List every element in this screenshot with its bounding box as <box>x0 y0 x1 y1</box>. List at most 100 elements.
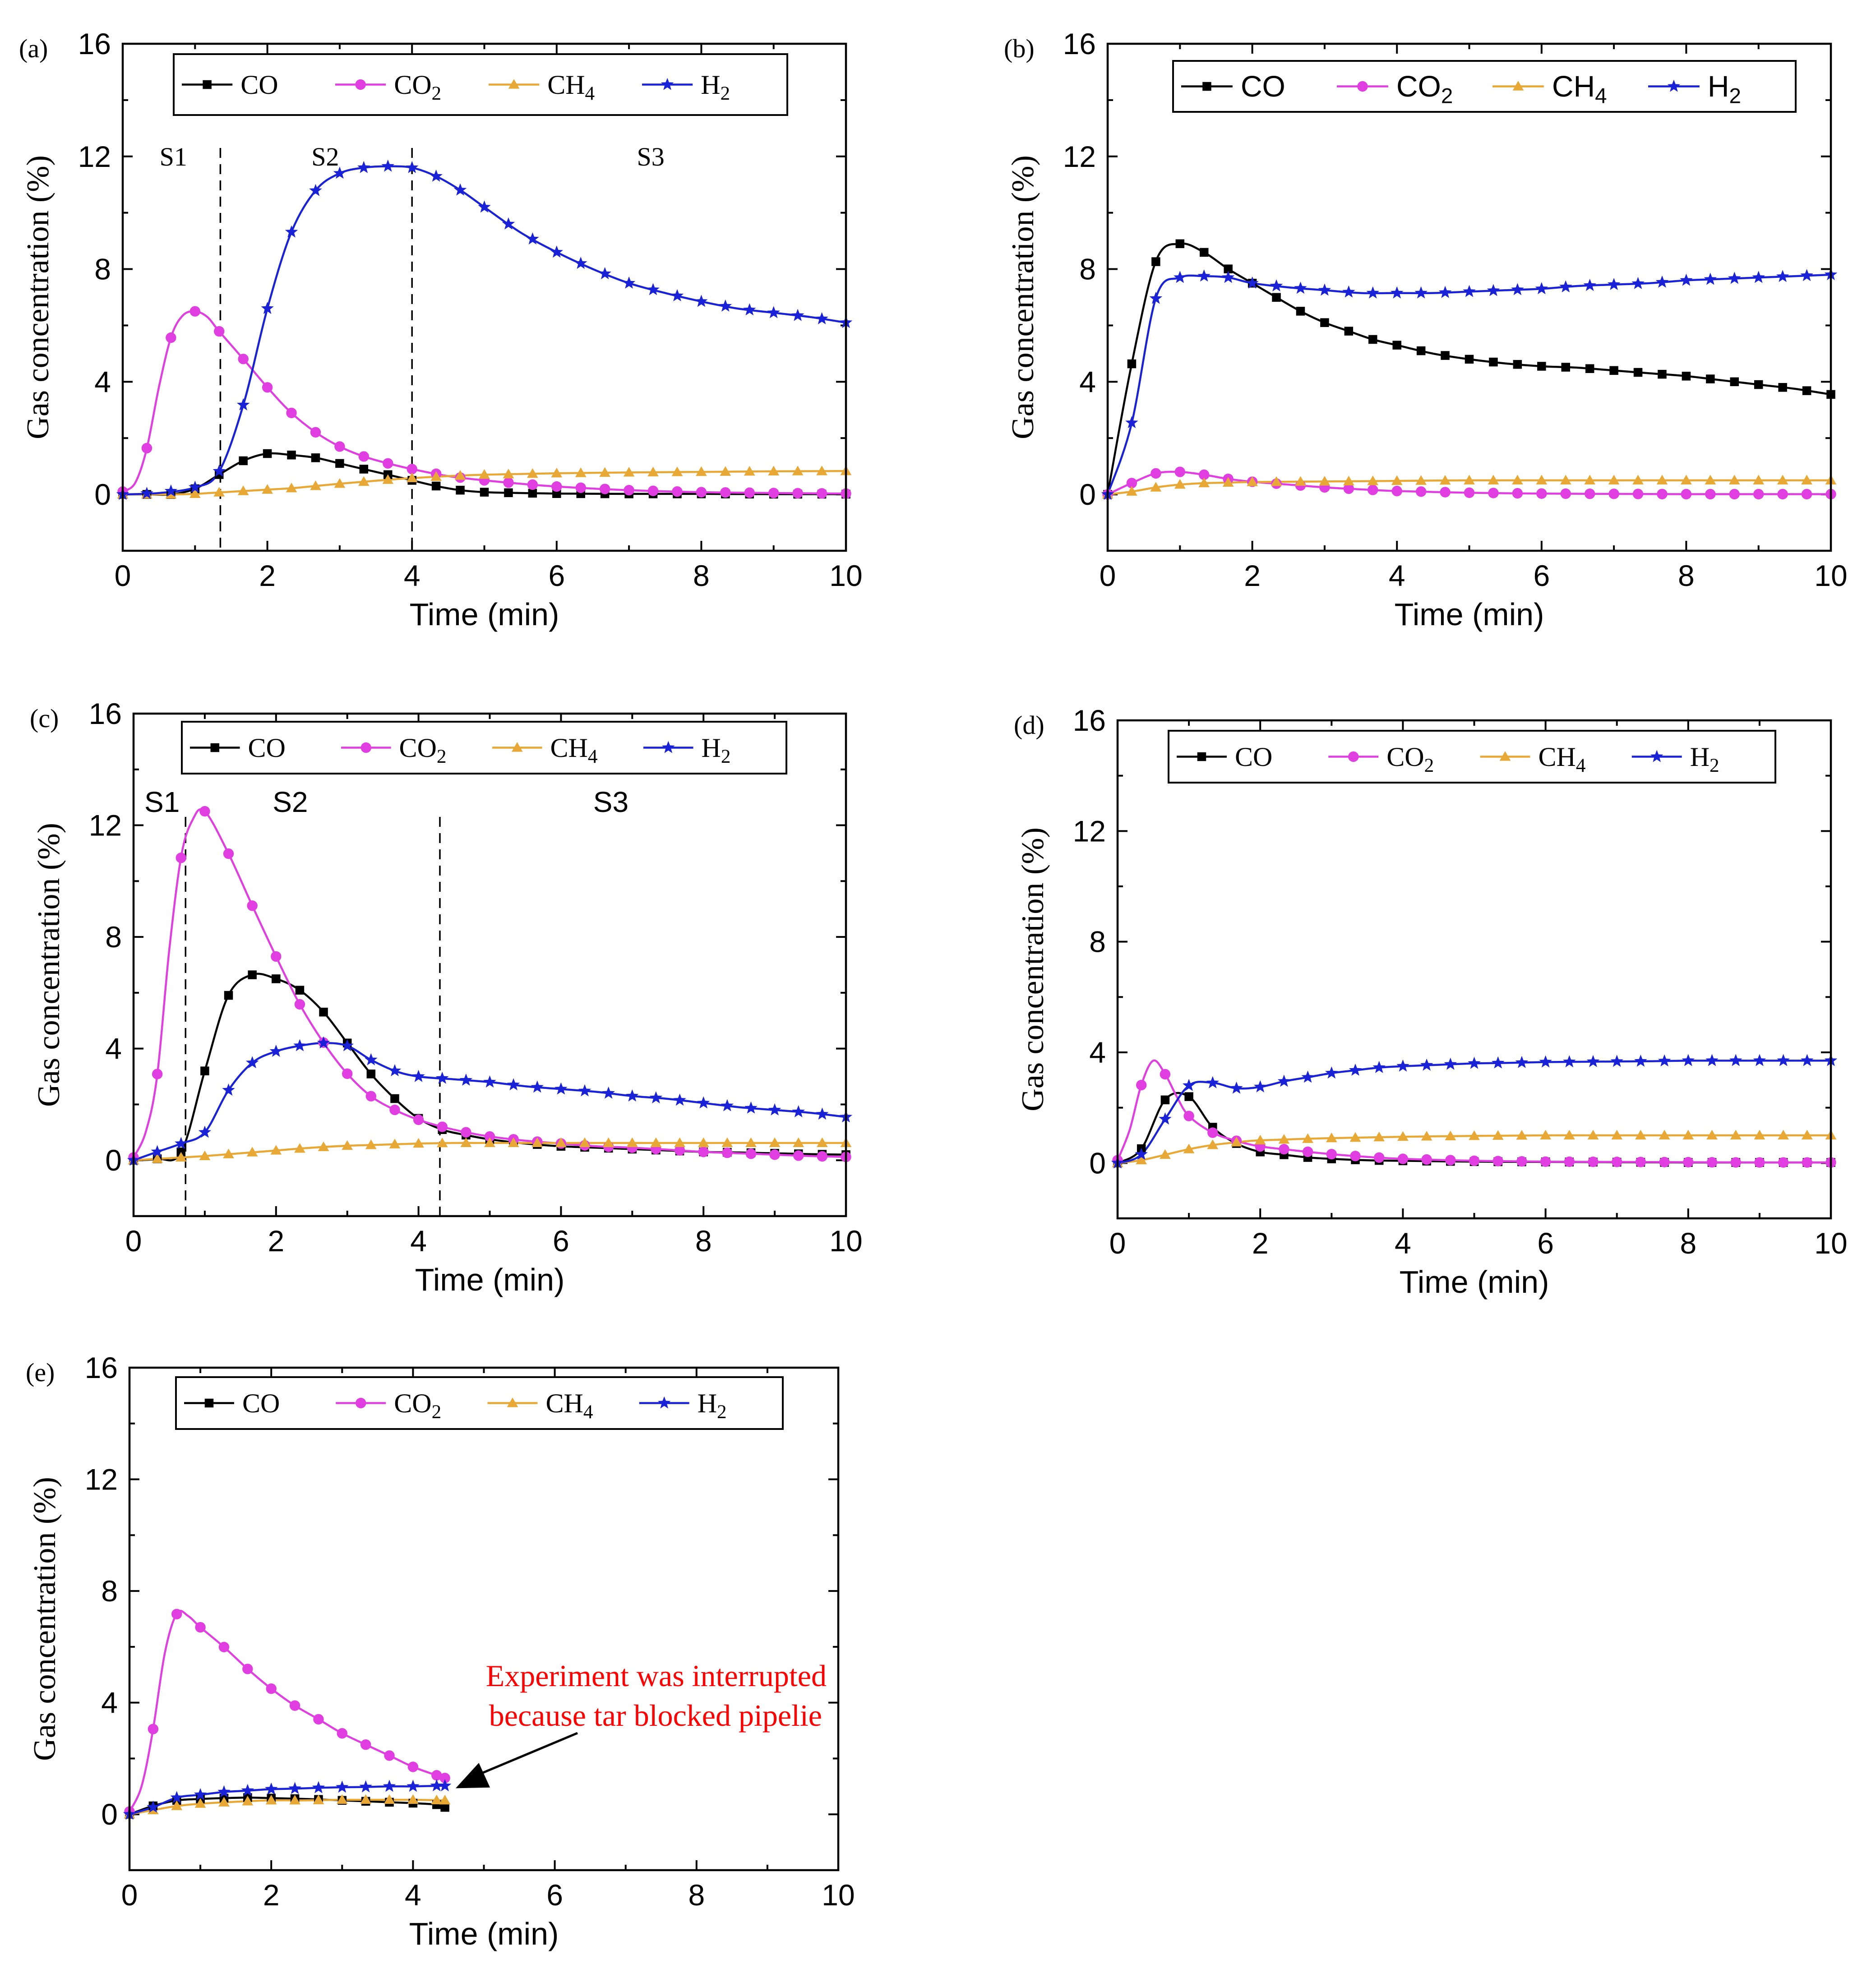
y-axis-label: Gas concentration (%) <box>21 155 55 439</box>
legend-marker-h2 <box>662 741 675 753</box>
marker-co <box>552 489 561 498</box>
marker-h2 <box>1125 416 1138 429</box>
marker-co <box>1160 1095 1170 1105</box>
marker-ch4 <box>1777 475 1788 484</box>
series-group <box>123 165 846 496</box>
y-tick-label: 0 <box>1089 1146 1106 1180</box>
marker-co2 <box>1492 1156 1503 1166</box>
y-tick-label: 4 <box>1079 365 1096 398</box>
panel-label: (a) <box>19 34 48 63</box>
y-axis-label: Gas concentration (%) <box>28 1477 62 1761</box>
marker-co2 <box>437 1121 448 1132</box>
marker-h2 <box>406 161 419 173</box>
marker-h2 <box>1631 277 1645 289</box>
x-tick-label: 10 <box>822 1878 855 1912</box>
marker-h2 <box>170 1791 183 1803</box>
marker-h2 <box>1301 1070 1314 1083</box>
marker-co2 <box>271 951 282 962</box>
marker-ch4 <box>1512 475 1523 484</box>
marker-ch4 <box>1397 1131 1409 1141</box>
marker-co2 <box>289 1700 300 1711</box>
chart-panel-b: (b) 0 2 4 6 8 10 0 4 8 12 16 Time (min) Gas concentra… <box>1004 27 1848 632</box>
marker-co <box>1585 364 1594 373</box>
marker-h2 <box>1438 286 1452 298</box>
marker-co <box>1778 383 1787 392</box>
annotation-arrow-head <box>455 1763 490 1789</box>
marker-co2 <box>1659 1157 1670 1167</box>
marker-h2 <box>1511 283 1524 295</box>
marker-h2 <box>1559 280 1572 293</box>
marker-h2 <box>670 289 684 301</box>
marker-ch4 <box>389 1139 401 1148</box>
marker-ch4 <box>318 1141 329 1152</box>
marker-co2 <box>218 1641 230 1653</box>
chart-panel-e: (e) 0 2 4 6 8 10 0 4 8 12 16 Time (min) Gas concentra… <box>26 1351 855 1951</box>
marker-ch4 <box>1728 475 1740 484</box>
marker-co <box>224 991 233 1000</box>
marker-ch4 <box>647 466 659 477</box>
marker-co2 <box>389 1104 400 1116</box>
marker-h2 <box>1366 286 1379 299</box>
marker-ch4 <box>194 1798 206 1808</box>
marker-ch4 <box>508 1137 519 1147</box>
marker-co2 <box>166 332 176 343</box>
series-line-co2 <box>134 808 846 1158</box>
marker-co <box>1392 341 1401 350</box>
marker-h2 <box>695 295 708 307</box>
legend-marker-co2 <box>360 742 371 753</box>
series-line-h2 <box>1108 273 1831 495</box>
x-tick-label: 0 <box>125 1224 142 1258</box>
marker-co <box>1633 368 1643 377</box>
marker-ch4 <box>626 1137 638 1147</box>
marker-h2 <box>1777 1054 1790 1066</box>
marker-ch4 <box>1421 1131 1432 1141</box>
legend: CO CO2 CH4 H2 <box>173 53 788 116</box>
marker-ch4 <box>1349 1132 1361 1142</box>
marker-h2 <box>436 1071 449 1084</box>
marker-ch4 <box>360 1794 372 1804</box>
marker-ch4 <box>413 1138 424 1148</box>
marker-co <box>1609 366 1618 375</box>
stage-label-s2: S2 <box>311 142 339 171</box>
marker-co2 <box>195 1622 206 1633</box>
series-group <box>134 808 846 1162</box>
series-group <box>1118 1059 1831 1164</box>
marker-ch4 <box>365 1139 377 1149</box>
marker-h2 <box>1680 273 1693 286</box>
marker-co2 <box>1560 488 1571 499</box>
markers-group <box>1111 1054 1838 1169</box>
marker-h2 <box>1463 285 1476 297</box>
marker-ch4 <box>1536 475 1548 484</box>
marker-h2 <box>767 306 780 318</box>
marker-h2 <box>1704 272 1717 285</box>
y-tick-label: 8 <box>1089 925 1106 959</box>
marker-ch4 <box>1207 1139 1219 1149</box>
legend-marker-h2 <box>1667 79 1681 92</box>
marker-h2 <box>1468 1056 1481 1069</box>
marker-co2 <box>1512 488 1523 499</box>
marker-ch4 <box>1611 1129 1623 1140</box>
legend-label-h2: H2 <box>1690 742 1719 776</box>
marker-co <box>272 974 281 983</box>
marker-co2 <box>1199 469 1210 480</box>
marker-co2 <box>1536 488 1547 499</box>
marker-h2 <box>502 217 515 230</box>
marker-ch4 <box>1391 475 1403 485</box>
marker-co2 <box>1174 466 1185 477</box>
marker-co2 <box>1564 1156 1575 1167</box>
legend-marker-ch4 <box>508 79 520 89</box>
marker-ch4 <box>1682 1129 1694 1140</box>
marker-h2 <box>1492 1056 1505 1069</box>
marker-co2 <box>431 1770 442 1781</box>
marker-ch4 <box>1231 1137 1242 1147</box>
marker-co <box>1151 257 1160 266</box>
marker-co2 <box>384 1750 395 1761</box>
plot-frame <box>1106 42 1832 552</box>
marker-co2 <box>242 1664 253 1674</box>
marker-h2 <box>1159 1112 1172 1125</box>
marker-co2 <box>407 464 417 475</box>
marker-h2 <box>1246 276 1259 289</box>
marker-h2 <box>1277 1074 1291 1087</box>
x-tick-label: 2 <box>263 1878 280 1912</box>
